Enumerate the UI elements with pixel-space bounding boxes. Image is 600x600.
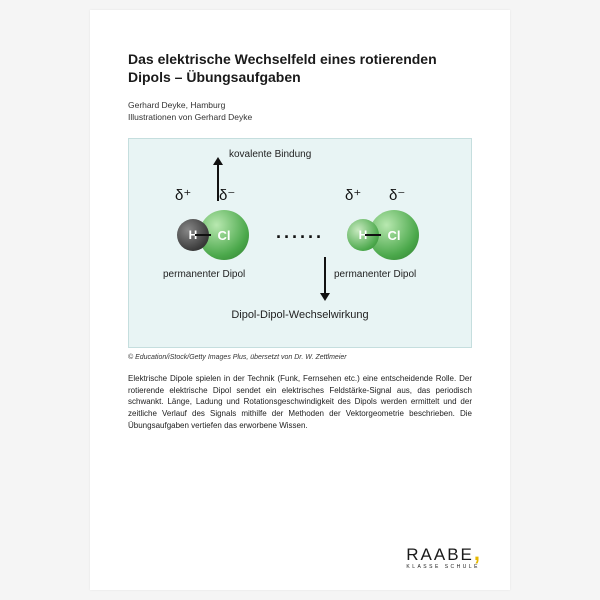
author-name: Gerhard Deyke, Hamburg: [128, 100, 472, 112]
illustrator: Illustrationen von Gerhard Deyke: [128, 112, 472, 124]
label-permanent-dipole-left: permanenter Dipol: [163, 269, 245, 280]
logo-main: RAABE: [406, 545, 474, 564]
charge-delta-minus: δ⁻: [219, 186, 235, 204]
label-dipole-interaction: Dipol-Dipol-Wechselwirkung: [129, 309, 471, 321]
image-credit: © Education/iStock/Getty Images Plus, üb…: [128, 354, 472, 361]
charge-delta-plus: δ⁺: [175, 186, 191, 204]
interaction-dots: ······: [276, 227, 324, 248]
page-title: Das elektrische Wechselfeld eines rotier…: [128, 50, 472, 86]
author-block: Gerhard Deyke, Hamburg Illustrationen vo…: [128, 100, 472, 124]
body-text: Elektrische Dipole spielen in der Techni…: [128, 373, 472, 431]
page: Das elektrische Wechselfeld eines rotier…: [90, 10, 510, 590]
bond-line-icon: [195, 234, 211, 236]
bond-line-icon: [365, 234, 381, 236]
charge-delta-minus: δ⁻: [389, 186, 405, 204]
logo-text: RAABE,: [406, 540, 480, 566]
molecule-left: δ⁺ δ⁻ H Cl: [169, 204, 269, 264]
logo-subtitle: KLASSE SCHULE: [406, 564, 480, 570]
publisher-logo: RAABE, KLASSE SCHULE: [406, 540, 480, 570]
diagram: kovalente Bindung δ⁺ δ⁻ H Cl ······ δ⁺ δ…: [128, 138, 472, 348]
label-permanent-dipole-right: permanenter Dipol: [334, 269, 416, 280]
molecule-right: δ⁺ δ⁻ H Cl: [339, 204, 439, 264]
label-covalent-bond: kovalente Bindung: [229, 149, 311, 160]
charge-delta-plus: δ⁺: [345, 186, 361, 204]
logo-comma-icon: ,: [474, 540, 480, 565]
arrow-down-icon: [324, 257, 326, 295]
